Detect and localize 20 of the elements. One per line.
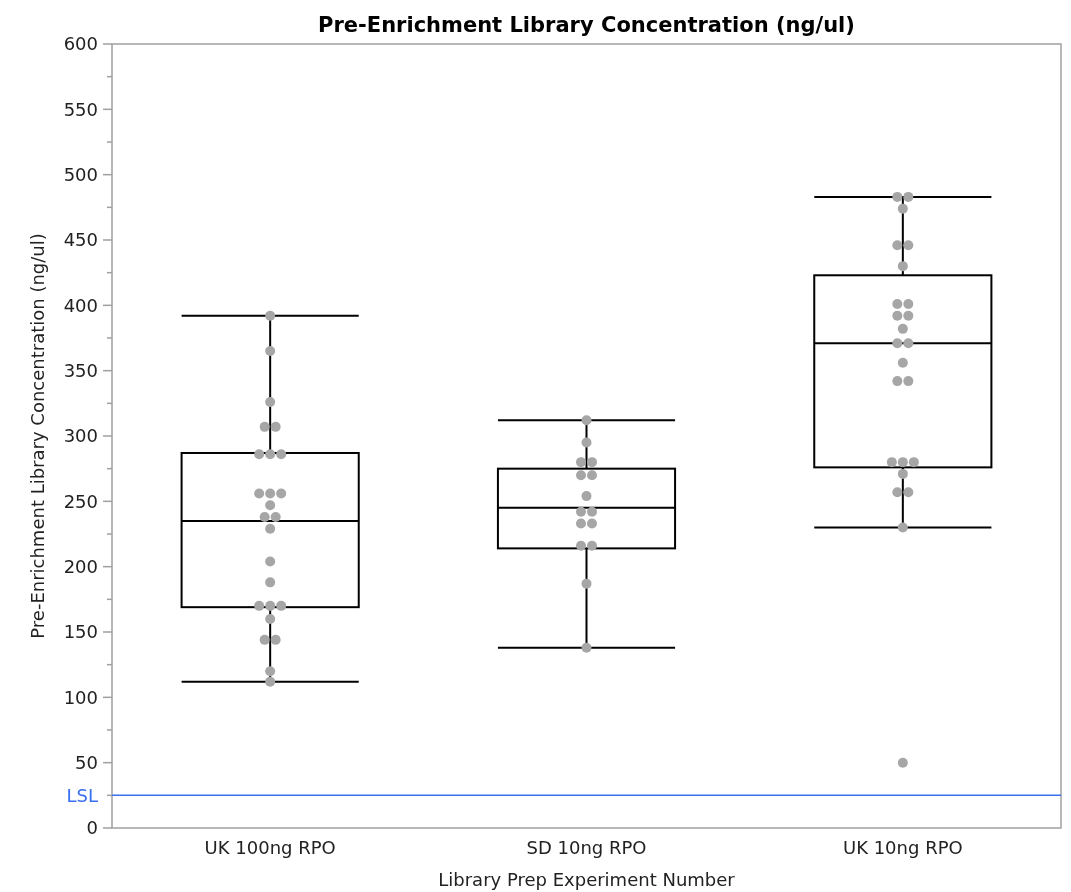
x-tick-label: UK 100ng RPO [204, 837, 336, 858]
x-tick-label: SD 10ng RPO [526, 837, 647, 858]
y-tick-label: 600 [63, 33, 98, 55]
y-tick-label: 150 [63, 621, 98, 643]
y-tick-label: 450 [63, 229, 98, 251]
y-tick-label: 400 [63, 294, 98, 316]
y-tick-label: 0 [86, 817, 98, 839]
x-tick-label: UK 10ng RPO [842, 837, 963, 858]
y-tick-label: 100 [63, 686, 98, 708]
y-axis-title: Pre-Enrichment Library Concentration (ng/ul) [27, 233, 48, 639]
ref-line-label: LSL [66, 784, 98, 806]
y-tick-label: 350 [63, 359, 98, 381]
y-tick-label: 200 [63, 555, 98, 577]
y-tick-label: 250 [63, 490, 98, 512]
chart-title: Pre-Enrichment Library Concentration (ng/ul) [318, 13, 855, 37]
y-tick-label: 300 [63, 425, 98, 447]
y-tick-label: 500 [63, 163, 98, 185]
y-tick-label: 50 [75, 751, 98, 773]
y-tick-label: 550 [63, 98, 98, 120]
x-axis-title: Library Prep Experiment Number [438, 869, 736, 890]
